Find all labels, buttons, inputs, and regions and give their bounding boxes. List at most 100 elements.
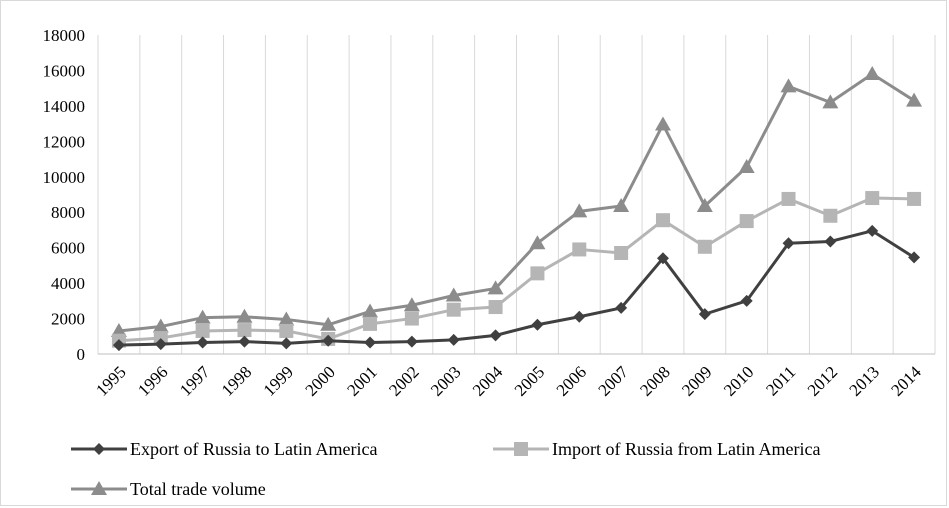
data-point	[322, 334, 335, 347]
x-tick-label: 2003	[427, 362, 464, 399]
y-tick-label: 8000	[51, 203, 85, 222]
data-point	[489, 329, 502, 342]
data-point	[236, 308, 253, 323]
data-point	[280, 337, 293, 350]
data-point	[238, 335, 251, 348]
data-point	[865, 191, 880, 206]
y-tick-label: 2000	[51, 310, 85, 329]
data-point	[866, 224, 879, 237]
data-point	[110, 322, 127, 337]
data-point	[447, 333, 460, 346]
x-tick-label: 2008	[636, 362, 673, 399]
data-point	[571, 203, 588, 218]
data-point	[194, 309, 211, 324]
data-point	[487, 280, 504, 295]
data-point	[531, 318, 544, 331]
legend-marker	[514, 442, 528, 456]
legend-item: Total trade volume	[71, 479, 266, 499]
series-2	[110, 65, 923, 337]
series-line	[118, 72, 915, 333]
x-tick-label: 1995	[92, 362, 129, 399]
y-tick-label: 14000	[43, 97, 86, 116]
y-tick-label: 10000	[43, 168, 86, 187]
x-tick-label: 2010	[720, 362, 757, 399]
data-point	[153, 331, 168, 346]
data-point	[614, 245, 629, 260]
legend-item: Import of Russia from Latin America	[493, 439, 820, 459]
x-tick-label: 2009	[678, 362, 715, 399]
series-layer	[110, 65, 923, 352]
data-point	[782, 237, 795, 250]
data-point	[195, 323, 210, 338]
data-point	[237, 323, 252, 338]
data-point	[655, 213, 670, 228]
data-point	[823, 208, 838, 223]
x-tick-label: 2013	[846, 362, 883, 399]
legend-label: Export of Russia to Latin America	[130, 439, 377, 459]
data-point	[908, 251, 921, 264]
legend: Export of Russia to Latin America Import …	[71, 439, 820, 499]
data-point	[780, 78, 797, 93]
data-point	[362, 303, 379, 318]
y-tick-label: 12000	[43, 132, 86, 151]
x-tick-labels: 1995 1996 1997 1998 1999 2000 2001 2002 2003 2004…	[92, 362, 925, 400]
data-point	[654, 116, 671, 131]
x-tick-label: 2012	[804, 362, 841, 399]
data-point	[320, 316, 337, 331]
data-point	[698, 308, 711, 321]
x-tick-label: 2002	[385, 362, 422, 399]
data-point	[403, 297, 420, 312]
legend-label: Import of Russia from Latin America	[552, 439, 820, 459]
x-tick-label: 2000	[302, 362, 339, 399]
data-point	[824, 235, 837, 248]
data-point	[573, 310, 586, 323]
data-point	[405, 335, 418, 348]
x-tick-label: 1996	[134, 362, 171, 399]
x-tick-label: 1997	[176, 362, 214, 400]
data-point	[697, 239, 712, 254]
y-tick-label: 4000	[51, 274, 85, 293]
data-point	[488, 300, 503, 315]
data-point	[572, 242, 587, 257]
x-tick-label: 1999	[260, 362, 297, 399]
data-point	[738, 159, 755, 174]
data-point	[907, 191, 922, 206]
data-point	[615, 301, 628, 314]
data-point	[278, 311, 295, 326]
legend-marker	[91, 481, 107, 495]
grid-lines	[97, 35, 936, 354]
data-point	[446, 302, 461, 317]
x-tick-label: 2011	[762, 362, 799, 399]
data-point	[279, 323, 294, 338]
data-point	[196, 336, 209, 349]
data-point	[740, 294, 753, 307]
x-tick-label: 2014	[887, 362, 925, 400]
y-tick-labels: 0 2000 4000 6000 8000 10000 12000 14000 16000 180…	[43, 26, 86, 364]
data-point	[906, 92, 923, 107]
legend-label: Total trade volume	[130, 479, 266, 499]
y-tick-label: 6000	[51, 239, 85, 258]
data-point	[112, 339, 125, 352]
series-1	[111, 191, 922, 348]
data-point	[864, 65, 881, 80]
data-point	[152, 318, 169, 333]
data-point	[529, 235, 546, 250]
data-point	[154, 338, 167, 351]
data-point	[781, 191, 796, 206]
series-line	[118, 229, 915, 347]
y-tick-label: 16000	[43, 61, 86, 80]
x-tick-label: 1998	[218, 362, 255, 399]
legend-marker	[93, 443, 105, 455]
data-point	[739, 214, 754, 229]
data-point	[530, 266, 545, 281]
x-tick-label: 2001	[343, 362, 380, 399]
data-point	[404, 311, 419, 326]
data-point	[822, 94, 839, 109]
data-point	[445, 287, 462, 302]
data-point	[613, 198, 630, 213]
data-point	[364, 336, 377, 349]
data-point	[656, 252, 669, 265]
data-point	[696, 198, 713, 213]
